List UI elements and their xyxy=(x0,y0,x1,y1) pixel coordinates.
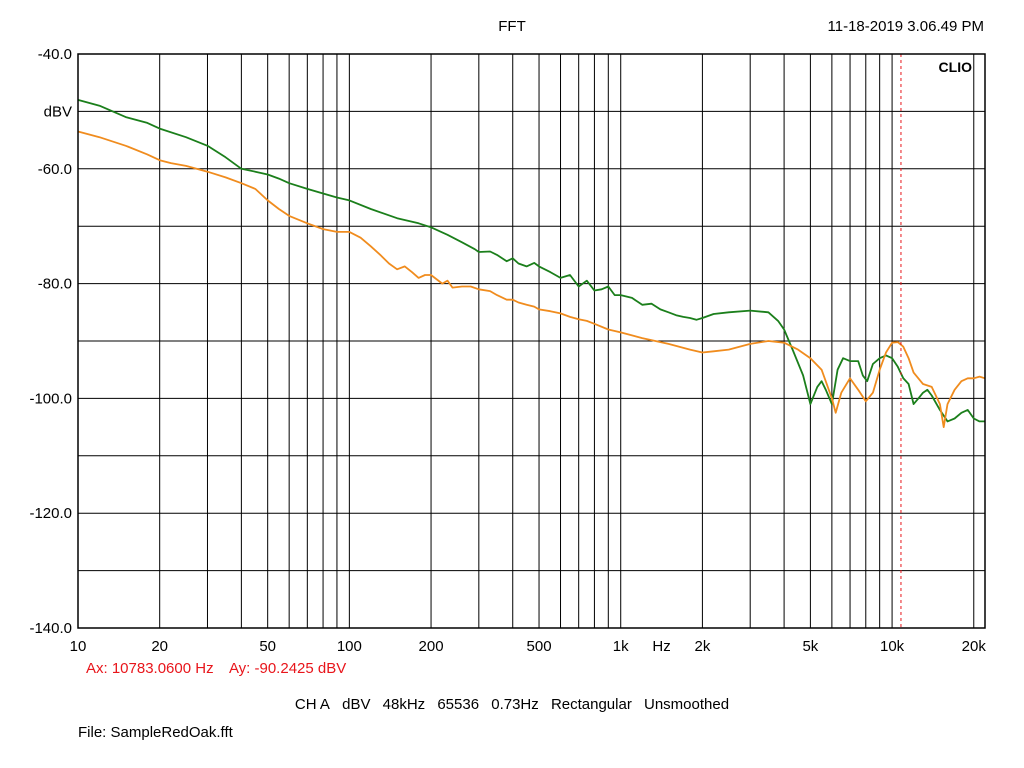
marker-ax-value: Ax: 10783.0600 Hz xyxy=(86,660,214,677)
axis-ticks: 10 20 50 100 200 500 1k 2k 5k 10k 20k -40.0 -60.0 -80… xyxy=(29,46,986,655)
setting-unit: dBV xyxy=(342,696,371,713)
series-layer xyxy=(77,99,986,429)
series-line-2 xyxy=(77,130,986,429)
x-tick-label: 2k xyxy=(694,638,710,655)
clio-brand-label: CLIO xyxy=(939,59,973,75)
timestamp: 11-18-2019 3.06.49 PM xyxy=(827,18,985,35)
y-tick-label: -60.0 xyxy=(38,161,72,178)
y-tick-label: -100.0 xyxy=(29,390,72,407)
y-tick-label: -40.0 xyxy=(38,46,72,63)
y-tick-label: -140.0 xyxy=(29,620,72,637)
setting-fft-size: 65536 xyxy=(437,696,480,713)
chart-grid xyxy=(78,54,985,628)
setting-resolution: 0.73Hz xyxy=(491,696,539,713)
y-axis-unit-label: dBV xyxy=(44,103,72,120)
marker-ay-value: Ay: -90.2425 dBV xyxy=(228,660,347,677)
x-tick-label: 500 xyxy=(527,638,552,655)
x-tick-label: 100 xyxy=(337,638,362,655)
setting-window: Rectangular xyxy=(550,696,632,713)
measurement-settings: CH A dBV 48kHz 65536 0.73Hz Rectangular … xyxy=(0,696,1024,713)
y-tick-label: -120.0 xyxy=(29,505,72,522)
series-line-1 xyxy=(77,99,985,423)
x-tick-label: 20k xyxy=(962,638,987,655)
chart-title: FFT xyxy=(498,18,526,35)
x-tick-label: 200 xyxy=(419,638,444,655)
x-tick-label: 20 xyxy=(151,638,168,655)
x-tick-label: 1k xyxy=(613,638,629,655)
marker-readout: Ax: 10783.0600 Hz Ay: -90.2425 dBV xyxy=(86,660,358,677)
setting-smoothing: Unsmoothed xyxy=(644,696,730,713)
setting-channel: CH A xyxy=(294,696,330,713)
plot-frame xyxy=(77,53,986,629)
file-name: File: SampleRedOak.fft xyxy=(78,724,233,741)
x-tick-label: 10 xyxy=(70,638,87,655)
x-tick-label: 10k xyxy=(880,638,905,655)
y-tick-label: -80.0 xyxy=(38,276,72,293)
x-tick-label: 50 xyxy=(259,638,276,655)
x-axis-unit-label: Hz xyxy=(652,638,670,655)
setting-sample-rate: 48kHz xyxy=(382,696,426,713)
x-tick-label: 5k xyxy=(802,638,818,655)
